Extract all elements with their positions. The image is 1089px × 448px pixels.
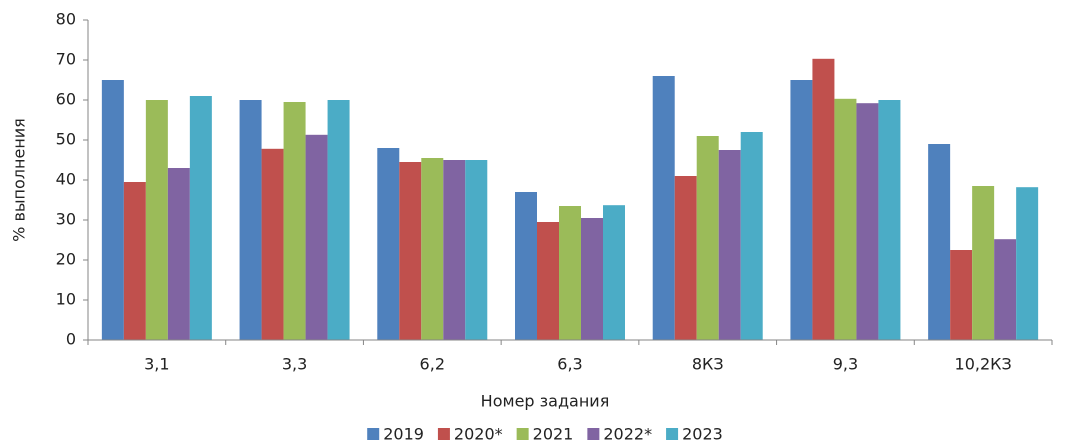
legend-swatch [367,428,380,440]
bar [123,182,146,340]
bar [652,76,675,340]
bar [443,160,466,340]
y-axis-title: % выполнения [10,118,29,242]
x-tick-label: 9,3 [833,355,858,374]
bar [283,102,306,340]
y-tick-label: 60 [56,90,76,109]
x-tick-label: 6,2 [420,355,445,374]
bar [377,148,400,340]
bar [696,136,719,340]
bar [101,80,124,340]
legend-swatch [587,428,600,440]
bar [603,205,625,340]
y-tick-label: 0 [66,330,76,349]
y-tick-label: 70 [56,50,76,69]
y-tick-label: 40 [56,170,76,189]
bar [189,96,212,340]
legend-label: 2021 [533,425,574,444]
y-tick-label: 50 [56,130,76,149]
legend-swatch [666,428,679,440]
bar [878,100,901,340]
bar [167,168,190,340]
y-tick-label: 30 [56,210,76,229]
bar [790,80,813,340]
x-tick-label: 6,3 [557,355,582,374]
legend-label: 2022* [603,425,652,444]
x-tick-label: 3,3 [282,355,307,374]
bar [145,100,168,340]
legend-swatch [516,428,529,440]
bar [740,132,763,340]
bar [239,100,262,340]
bar [421,158,444,340]
x-axis-title: Номер задания [481,392,610,411]
bar [305,134,328,340]
bar [674,176,697,340]
bar [515,192,537,340]
y-tick-label: 20 [56,250,76,269]
bar [718,150,741,340]
bar [537,222,559,340]
bar [261,148,284,340]
bar [994,239,1017,340]
legend-swatch [437,428,450,440]
bar [834,98,857,340]
y-tick-label: 10 [56,290,76,309]
bar [399,162,422,340]
x-tick-label: 10,2КЗ [955,355,1012,374]
bar [465,160,488,340]
x-tick-label: 8КЗ [692,355,724,374]
legend-label: 2020* [454,425,503,444]
bar [812,58,835,341]
bar [1016,187,1039,340]
legend-label: 2023 [682,425,723,444]
x-tick-label: 3,1 [144,355,169,374]
bar [581,218,603,340]
y-tick-label: 80 [56,10,76,29]
legend-label: 2019 [383,425,424,444]
bar [327,100,350,340]
bar [559,206,581,340]
bar [928,144,951,340]
bar [856,103,879,340]
bar [972,186,995,340]
bar [950,250,973,340]
